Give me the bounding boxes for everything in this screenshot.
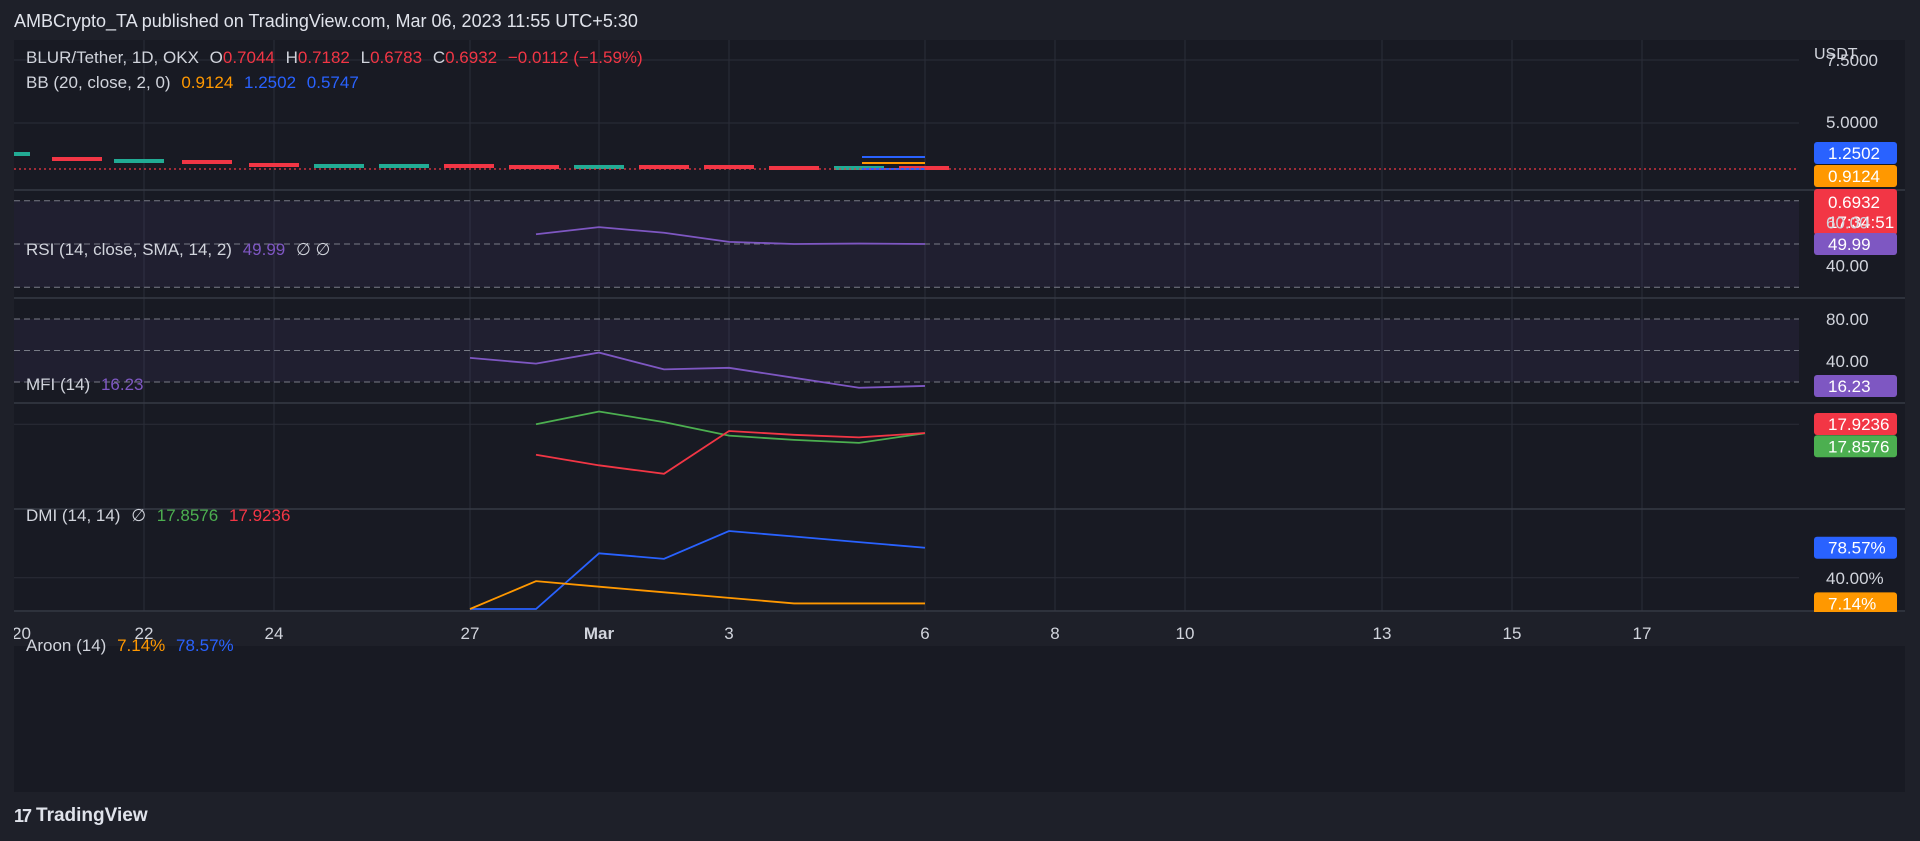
dmi-minus-line [535, 430, 926, 475]
bb-basis-badge: 0.9124 [1828, 167, 1880, 186]
change-value: −0.0112 (−1.59%) [507, 48, 643, 67]
aroon-down-value: 78.57% [176, 636, 234, 655]
dmi-minus-value: 17.9236 [228, 506, 291, 525]
rsi-axis-tick: 40.00 [1826, 257, 1869, 276]
publisher-line: AMBCrypto_TA published on TradingView.co… [14, 11, 638, 31]
aroon-down-badge: 78.57% [1828, 539, 1886, 558]
dmi-plus-value: 17.8576 [156, 506, 219, 525]
dmi-label: DMI (14, 14) [26, 506, 121, 525]
x-axis-label: 8 [1050, 624, 1059, 643]
ohlc-l: L0.6783 [360, 48, 423, 67]
dmi-plus-line [535, 410, 926, 444]
bb-upper: 1.2502 [244, 73, 297, 92]
price-legend: BLUR/Tether, 1D, OKX O0.7044 H0.7182 L0.… [26, 48, 649, 68]
mfi-label: MFI (14) [26, 375, 91, 394]
x-axis-label: 13 [1373, 624, 1392, 643]
candle [182, 160, 232, 164]
price-axis-tick: 7.5000 [1826, 51, 1878, 70]
candle [52, 157, 102, 161]
x-axis-label: 10 [1176, 624, 1195, 643]
bb-upper-badge: 1.2502 [1828, 144, 1880, 163]
price-badge-bg [1814, 189, 1897, 235]
mfi-badge-bg [1814, 374, 1897, 397]
aroon-up-badge: 7.14% [1828, 594, 1876, 613]
candle [834, 166, 884, 170]
candle [114, 159, 164, 163]
candle [509, 165, 559, 169]
aroon-label: Aroon (14) [26, 636, 107, 655]
x-axis-label: 17 [1633, 624, 1652, 643]
aroon-down-badge-bg [1814, 536, 1897, 559]
rsi-suffix: ∅ ∅ [295, 240, 331, 259]
bb-upper-badge-bg [1814, 142, 1897, 164]
candle [574, 165, 624, 169]
aroon-legend: Aroon (14) 7.14% 78.57% [26, 636, 240, 656]
candle [379, 164, 429, 168]
chart-frame[interactable]: 7.5000 5.0000 1.2502 0.9124 0.6932 17:34:51 60… [14, 40, 1905, 792]
tradingview-logo[interactable]: 17 TradingView [14, 805, 148, 827]
rsi-badge-bg [1814, 233, 1897, 256]
mfi-value: 16.23 [100, 375, 144, 394]
tradingview-logo-icon: 17 [14, 805, 32, 826]
x-axis-label: 20 [14, 624, 31, 643]
dmi-minus-badge-bg [1814, 413, 1897, 436]
candle [314, 164, 364, 168]
symbol-label: BLUR/Tether, 1D, OKX [26, 48, 199, 67]
mfi-axis-tick: 40.00 [1826, 352, 1869, 371]
rsi-label: RSI (14, close, SMA, 14, 2) [26, 240, 232, 259]
aroon-down-line [470, 530, 926, 610]
aroon-up-line [469, 580, 925, 610]
countdown-badge: 17:34:51 [1828, 213, 1894, 232]
axis-unit-label: USDT [1814, 46, 1858, 63]
aroon-up-badge-bg [1814, 592, 1897, 615]
candle [769, 166, 819, 170]
x-axis-label: 24 [265, 624, 284, 643]
candle [704, 165, 754, 169]
chart-canvas[interactable]: 7.50005.00001.25020.91240.693217:34:5160… [14, 40, 1905, 792]
mfi-legend: MFI (14) 16.23 [26, 375, 150, 395]
bb-legend: BB (20, close, 2, 0) 0.9124 1.2502 0.574… [26, 73, 365, 93]
x-axis-label: 15 [1503, 624, 1522, 643]
ohlc-o: O0.7044 [209, 48, 275, 67]
rsi-value: 49.99 [242, 240, 286, 259]
price-axis-tick: 5.0000 [1826, 113, 1878, 132]
ohlc-h: H0.7182 [285, 48, 350, 67]
mfi-axis-tick: 80.00 [1826, 310, 1869, 329]
x-axis-label: 3 [724, 624, 733, 643]
dmi-suffix: ∅ [131, 506, 147, 525]
price-badge: 0.6932 [1828, 193, 1880, 212]
mfi-line [469, 351, 926, 389]
rsi-axis-tick: 60.00 [1826, 213, 1869, 232]
candle [639, 165, 689, 169]
rsi-badge: 49.99 [1828, 235, 1871, 254]
mfi-badge: 16.23 [1828, 377, 1871, 396]
bb-lower: 0.5747 [306, 73, 359, 92]
bb-basis-badge-bg [1814, 165, 1897, 187]
x-axis-label: 27 [461, 624, 480, 643]
x-axis-label: 6 [920, 624, 929, 643]
aroon-up-value: 7.14% [117, 636, 166, 655]
tradingview-logo-text: TradingView [36, 805, 148, 826]
x-axis-bg [14, 612, 1905, 646]
candle [14, 152, 30, 156]
candle [249, 163, 299, 167]
aroon-axis-tick: 40.00% [1826, 569, 1884, 588]
dmi-legend: DMI (14, 14) ∅ 17.8576 17.9236 [26, 506, 296, 526]
rsi-legend: RSI (14, close, SMA, 14, 2) 49.99 ∅ ∅ [26, 240, 336, 260]
candle [444, 164, 494, 168]
bb-basis: 0.9124 [181, 73, 234, 92]
x-axis-label: Mar [584, 624, 615, 643]
ohlc-c: C0.6932 [432, 48, 498, 67]
dmi-minus-badge: 17.9236 [1828, 415, 1889, 434]
bb-label: BB (20, close, 2, 0) [26, 73, 171, 92]
dmi-plus-badge: 17.8576 [1828, 437, 1889, 456]
dmi-plus-badge-bg [1814, 435, 1897, 458]
x-axis-label: 22 [135, 624, 154, 643]
